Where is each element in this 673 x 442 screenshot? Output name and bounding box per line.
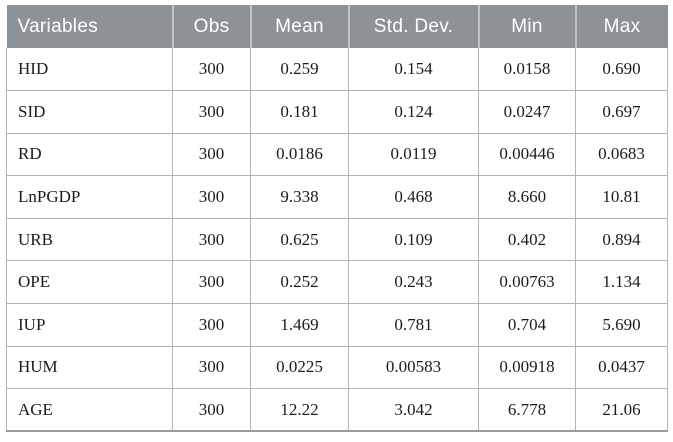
table-row: AGE 300 12.22 3.042 6.778 21.06 [6,388,668,433]
cell-obs: 300 [172,90,251,134]
cell-max: 0.0437 [575,345,668,390]
cell-min: 0.0247 [478,90,576,134]
column-header-max: Max [574,5,668,48]
table-row: IUP 300 1.469 0.781 0.704 5.690 [6,303,668,347]
cell-std-dev: 0.124 [348,90,479,134]
cell-obs: 300 [172,48,251,92]
cell-max: 0.697 [575,90,668,134]
column-header-std-dev: Std. Dev. [347,5,479,48]
cell-std-dev: 0.781 [348,303,479,347]
cell-min: 0.00446 [478,132,576,177]
column-header-obs: Obs [171,5,251,48]
cell-std-dev: 0.00583 [348,345,479,390]
cell-mean: 0.252 [250,260,349,305]
table-row: HID 300 0.259 0.154 0.0158 0.690 [6,48,668,92]
cell-max: 10.81 [575,175,668,219]
cell-min: 0.0158 [478,48,576,92]
cell-mean: 0.0225 [250,345,349,390]
column-header-variables: Variables [6,5,173,48]
cell-variable: RD [6,132,173,177]
cell-max: 1.134 [575,260,668,305]
cell-obs: 300 [172,345,251,390]
cell-max: 21.06 [575,388,668,433]
cell-std-dev: 0.154 [348,48,479,92]
cell-variable: HID [6,48,173,92]
cell-std-dev: 0.109 [348,217,479,262]
table-header-row: Variables Obs Mean Std. Dev. Min Max [6,5,668,48]
cell-mean: 1.469 [250,303,349,347]
cell-mean: 0.625 [250,217,349,262]
cell-variable: OPE [6,260,173,305]
table-row: URB 300 0.625 0.109 0.402 0.894 [6,217,668,262]
cell-max: 0.894 [575,217,668,262]
table-row: HUM 300 0.0225 0.00583 0.00918 0.0437 [6,345,668,390]
cell-obs: 300 [172,388,251,433]
cell-variable: LnPGDP [6,175,173,219]
cell-mean: 0.259 [250,48,349,92]
cell-variable: URB [6,217,173,262]
cell-variable: HUM [6,345,173,390]
cell-variable: SID [6,90,173,134]
cell-std-dev: 0.243 [348,260,479,305]
cell-std-dev: 0.0119 [348,132,479,177]
cell-max: 0.0683 [575,132,668,177]
cell-mean: 0.181 [250,90,349,134]
cell-min: 0.00763 [478,260,576,305]
cell-obs: 300 [172,217,251,262]
cell-mean: 12.22 [250,388,349,433]
table-row: SID 300 0.181 0.124 0.0247 0.697 [6,90,668,134]
table-row: RD 300 0.0186 0.0119 0.00446 0.0683 [6,132,668,177]
cell-std-dev: 0.468 [348,175,479,219]
cell-obs: 300 [172,303,251,347]
cell-max: 5.690 [575,303,668,347]
table-row: LnPGDP 300 9.338 0.468 8.660 10.81 [6,175,668,219]
cell-min: 0.402 [478,217,576,262]
cell-std-dev: 3.042 [348,388,479,433]
cell-variable: AGE [6,388,173,433]
table-row: OPE 300 0.252 0.243 0.00763 1.134 [6,260,668,305]
cell-min: 0.704 [478,303,576,347]
cell-obs: 300 [172,260,251,305]
cell-max: 0.690 [575,48,668,92]
cell-variable: IUP [6,303,173,347]
column-header-mean: Mean [249,5,349,48]
cell-min: 8.660 [478,175,576,219]
cell-mean: 9.338 [250,175,349,219]
cell-obs: 300 [172,175,251,219]
descriptive-statistics-table: Variables Obs Mean Std. Dev. Min Max HID… [6,5,668,433]
cell-min: 6.778 [478,388,576,433]
column-header-min: Min [477,5,576,48]
cell-min: 0.00918 [478,345,576,390]
cell-mean: 0.0186 [250,132,349,177]
cell-obs: 300 [172,132,251,177]
